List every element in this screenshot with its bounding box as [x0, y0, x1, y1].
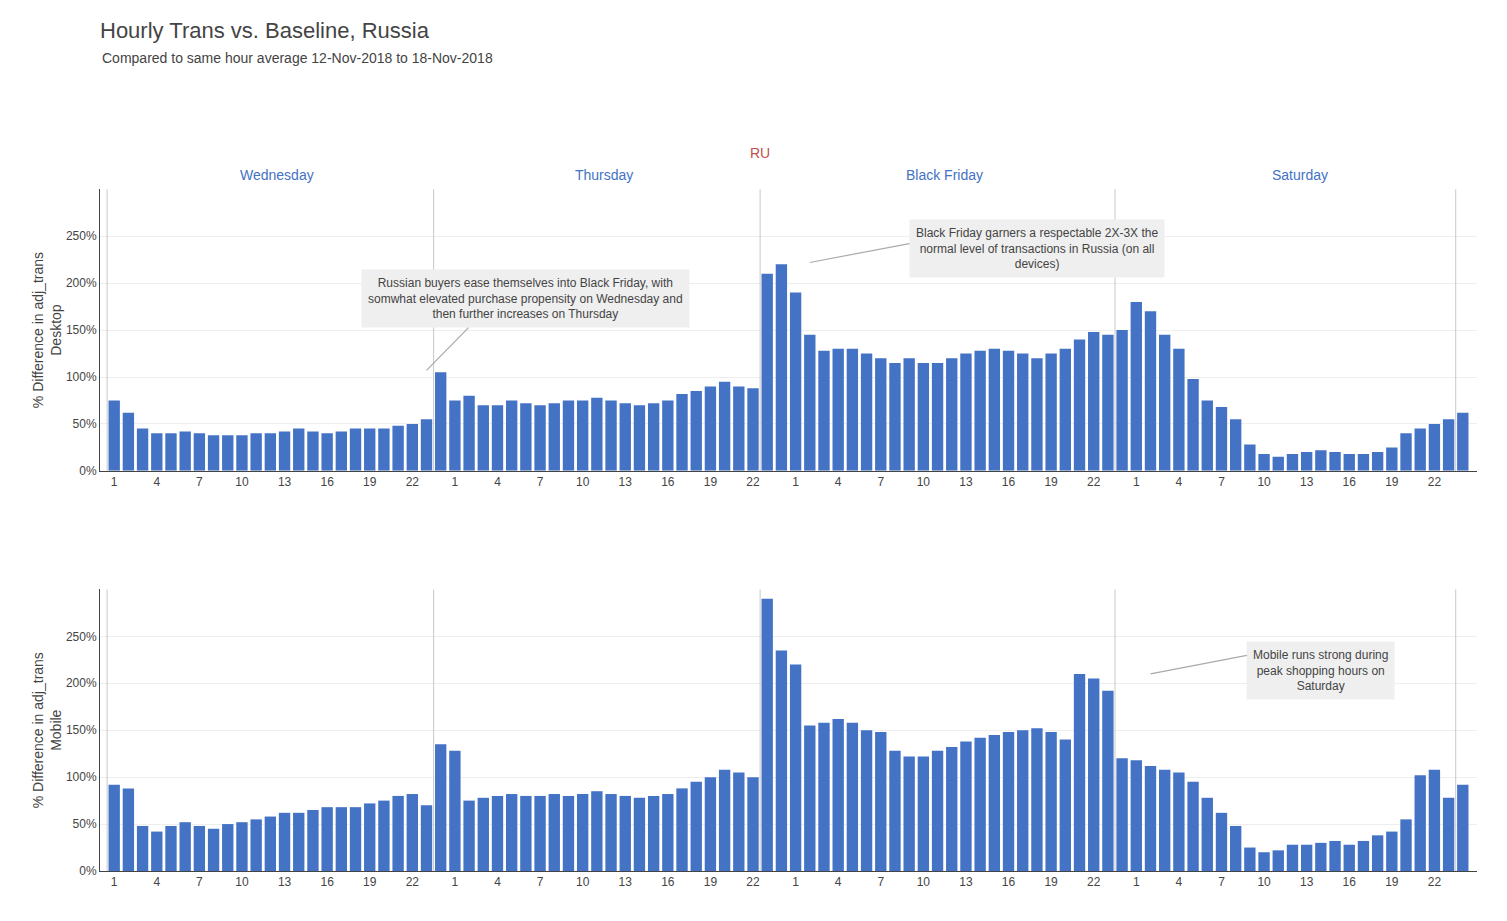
svg-text:0%: 0% [79, 464, 97, 478]
svg-text:50%: 50% [73, 417, 97, 431]
svg-text:16: 16 [1002, 875, 1016, 889]
svg-text:22: 22 [746, 875, 760, 889]
svg-text:10: 10 [576, 875, 590, 889]
svg-text:16: 16 [1002, 475, 1016, 489]
svg-text:4: 4 [153, 475, 160, 489]
svg-text:100%: 100% [66, 770, 97, 784]
svg-text:RU: RU [750, 145, 770, 161]
svg-text:Saturday: Saturday [1272, 167, 1328, 183]
svg-text:19: 19 [704, 475, 718, 489]
svg-text:Black Friday garners a respect: Black Friday garners a respectable 2X-3X… [916, 226, 1158, 271]
svg-text:10: 10 [1257, 475, 1271, 489]
svg-text:4: 4 [153, 875, 160, 889]
svg-text:19: 19 [363, 475, 377, 489]
svg-text:200%: 200% [66, 276, 97, 290]
svg-text:10: 10 [235, 475, 249, 489]
svg-text:22: 22 [746, 475, 760, 489]
svg-text:10: 10 [917, 875, 931, 889]
svg-text:250%: 250% [66, 229, 97, 243]
svg-text:100%: 100% [66, 370, 97, 384]
svg-text:19: 19 [1044, 475, 1058, 489]
svg-text:200%: 200% [66, 676, 97, 690]
svg-text:7: 7 [537, 475, 544, 489]
svg-text:19: 19 [1385, 475, 1399, 489]
svg-text:Compared to same hour average: Compared to same hour average 12-Nov-201… [102, 50, 493, 66]
svg-text:22: 22 [1428, 875, 1442, 889]
svg-text:Russian buyers ease themselves: Russian buyers ease themselves into Blac… [368, 276, 683, 321]
svg-text:10: 10 [576, 475, 590, 489]
svg-text:4: 4 [494, 875, 501, 889]
svg-text:4: 4 [494, 475, 501, 489]
svg-text:4: 4 [835, 475, 842, 489]
svg-text:22: 22 [406, 475, 420, 489]
svg-text:1: 1 [452, 475, 459, 489]
svg-text:Wednesday: Wednesday [240, 167, 314, 183]
svg-text:10: 10 [917, 475, 931, 489]
svg-text:7: 7 [1218, 875, 1225, 889]
svg-text:1: 1 [452, 875, 459, 889]
svg-text:4: 4 [835, 875, 842, 889]
svg-text:7: 7 [877, 475, 884, 489]
svg-text:1: 1 [111, 875, 118, 889]
svg-text:1: 1 [1133, 875, 1140, 889]
svg-text:10: 10 [235, 875, 249, 889]
svg-text:13: 13 [278, 875, 292, 889]
svg-text:19: 19 [363, 875, 377, 889]
svg-text:7: 7 [877, 875, 884, 889]
svg-text:13: 13 [959, 875, 973, 889]
svg-text:% Difference in adj_transMobil: % Difference in adj_transMobile [30, 652, 64, 808]
svg-text:16: 16 [320, 475, 334, 489]
svg-text:13: 13 [1300, 475, 1314, 489]
svg-text:% Difference in adj_transDeskt: % Difference in adj_transDesktop [30, 252, 64, 408]
svg-text:1: 1 [111, 475, 118, 489]
svg-text:Black Friday: Black Friday [906, 167, 983, 183]
svg-text:7: 7 [1218, 475, 1225, 489]
svg-text:13: 13 [619, 875, 633, 889]
svg-text:50%: 50% [73, 817, 97, 831]
svg-text:Hourly Trans vs. Baseline, Rus: Hourly Trans vs. Baseline, Russia [100, 18, 430, 43]
svg-text:1: 1 [792, 475, 799, 489]
svg-text:1: 1 [792, 875, 799, 889]
svg-text:13: 13 [1300, 875, 1314, 889]
svg-text:250%: 250% [66, 630, 97, 644]
svg-text:150%: 150% [66, 323, 97, 337]
svg-text:19: 19 [1385, 875, 1399, 889]
svg-text:4: 4 [1176, 875, 1183, 889]
svg-text:Mobile runs strong duringpeak: Mobile runs strong duringpeak shopping h… [1253, 648, 1388, 693]
svg-text:16: 16 [1343, 875, 1357, 889]
svg-text:22: 22 [1087, 875, 1101, 889]
svg-text:13: 13 [278, 475, 292, 489]
svg-text:22: 22 [406, 875, 420, 889]
svg-text:13: 13 [619, 475, 633, 489]
svg-text:16: 16 [661, 475, 675, 489]
svg-text:150%: 150% [66, 723, 97, 737]
svg-text:13: 13 [959, 475, 973, 489]
svg-text:7: 7 [196, 875, 203, 889]
svg-text:16: 16 [661, 875, 675, 889]
svg-text:16: 16 [1343, 475, 1357, 489]
svg-text:22: 22 [1087, 475, 1101, 489]
svg-text:4: 4 [1176, 475, 1183, 489]
svg-text:22: 22 [1428, 475, 1442, 489]
svg-text:16: 16 [320, 875, 334, 889]
svg-text:0%: 0% [79, 864, 97, 878]
svg-text:7: 7 [196, 475, 203, 489]
svg-text:10: 10 [1257, 875, 1271, 889]
svg-text:Thursday: Thursday [575, 167, 633, 183]
svg-text:19: 19 [704, 875, 718, 889]
svg-text:19: 19 [1044, 875, 1058, 889]
svg-text:1: 1 [1133, 475, 1140, 489]
svg-text:7: 7 [537, 875, 544, 889]
